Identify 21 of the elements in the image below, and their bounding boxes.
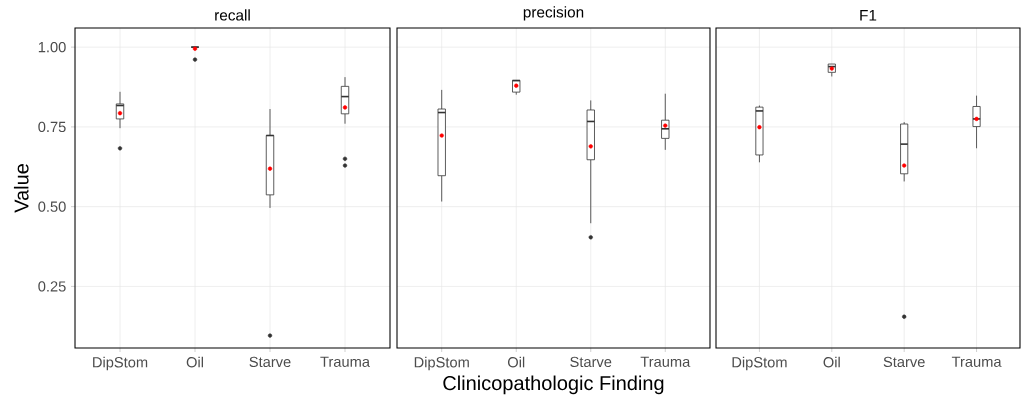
x-tick-label: Oil: [186, 356, 203, 368]
chart-title: recall: [215, 9, 250, 21]
x-tick-label: Trauma: [640, 356, 691, 367]
x-tick-label: DipStom: [732, 356, 787, 371]
x-axis-title: Clinicopathologic Finding: [443, 375, 664, 395]
y-tick-label: 0.25: [38, 281, 66, 292]
y-axis-title: Value: [13, 164, 29, 213]
x-tick-label: DipStom: [414, 356, 469, 371]
x-tick-label: Trauma: [320, 356, 370, 367]
y-tick-label: 1.00: [38, 41, 66, 53]
x-tick-label: Trauma: [951, 356, 1002, 367]
y-tick-label: 0.75: [38, 121, 66, 133]
y-tick-label: 0.50: [38, 201, 66, 212]
x-tick-label: Starve: [883, 356, 925, 368]
x-tick-label: Starve: [570, 356, 612, 368]
x-tick-label: Starve: [249, 356, 291, 368]
x-tick-label: Oil: [823, 356, 840, 368]
x-tick-label: DipStom: [93, 356, 148, 371]
chart-title: precision: [523, 6, 584, 21]
chart-title: F1: [860, 10, 877, 21]
x-tick-label: Oil: [507, 356, 525, 368]
